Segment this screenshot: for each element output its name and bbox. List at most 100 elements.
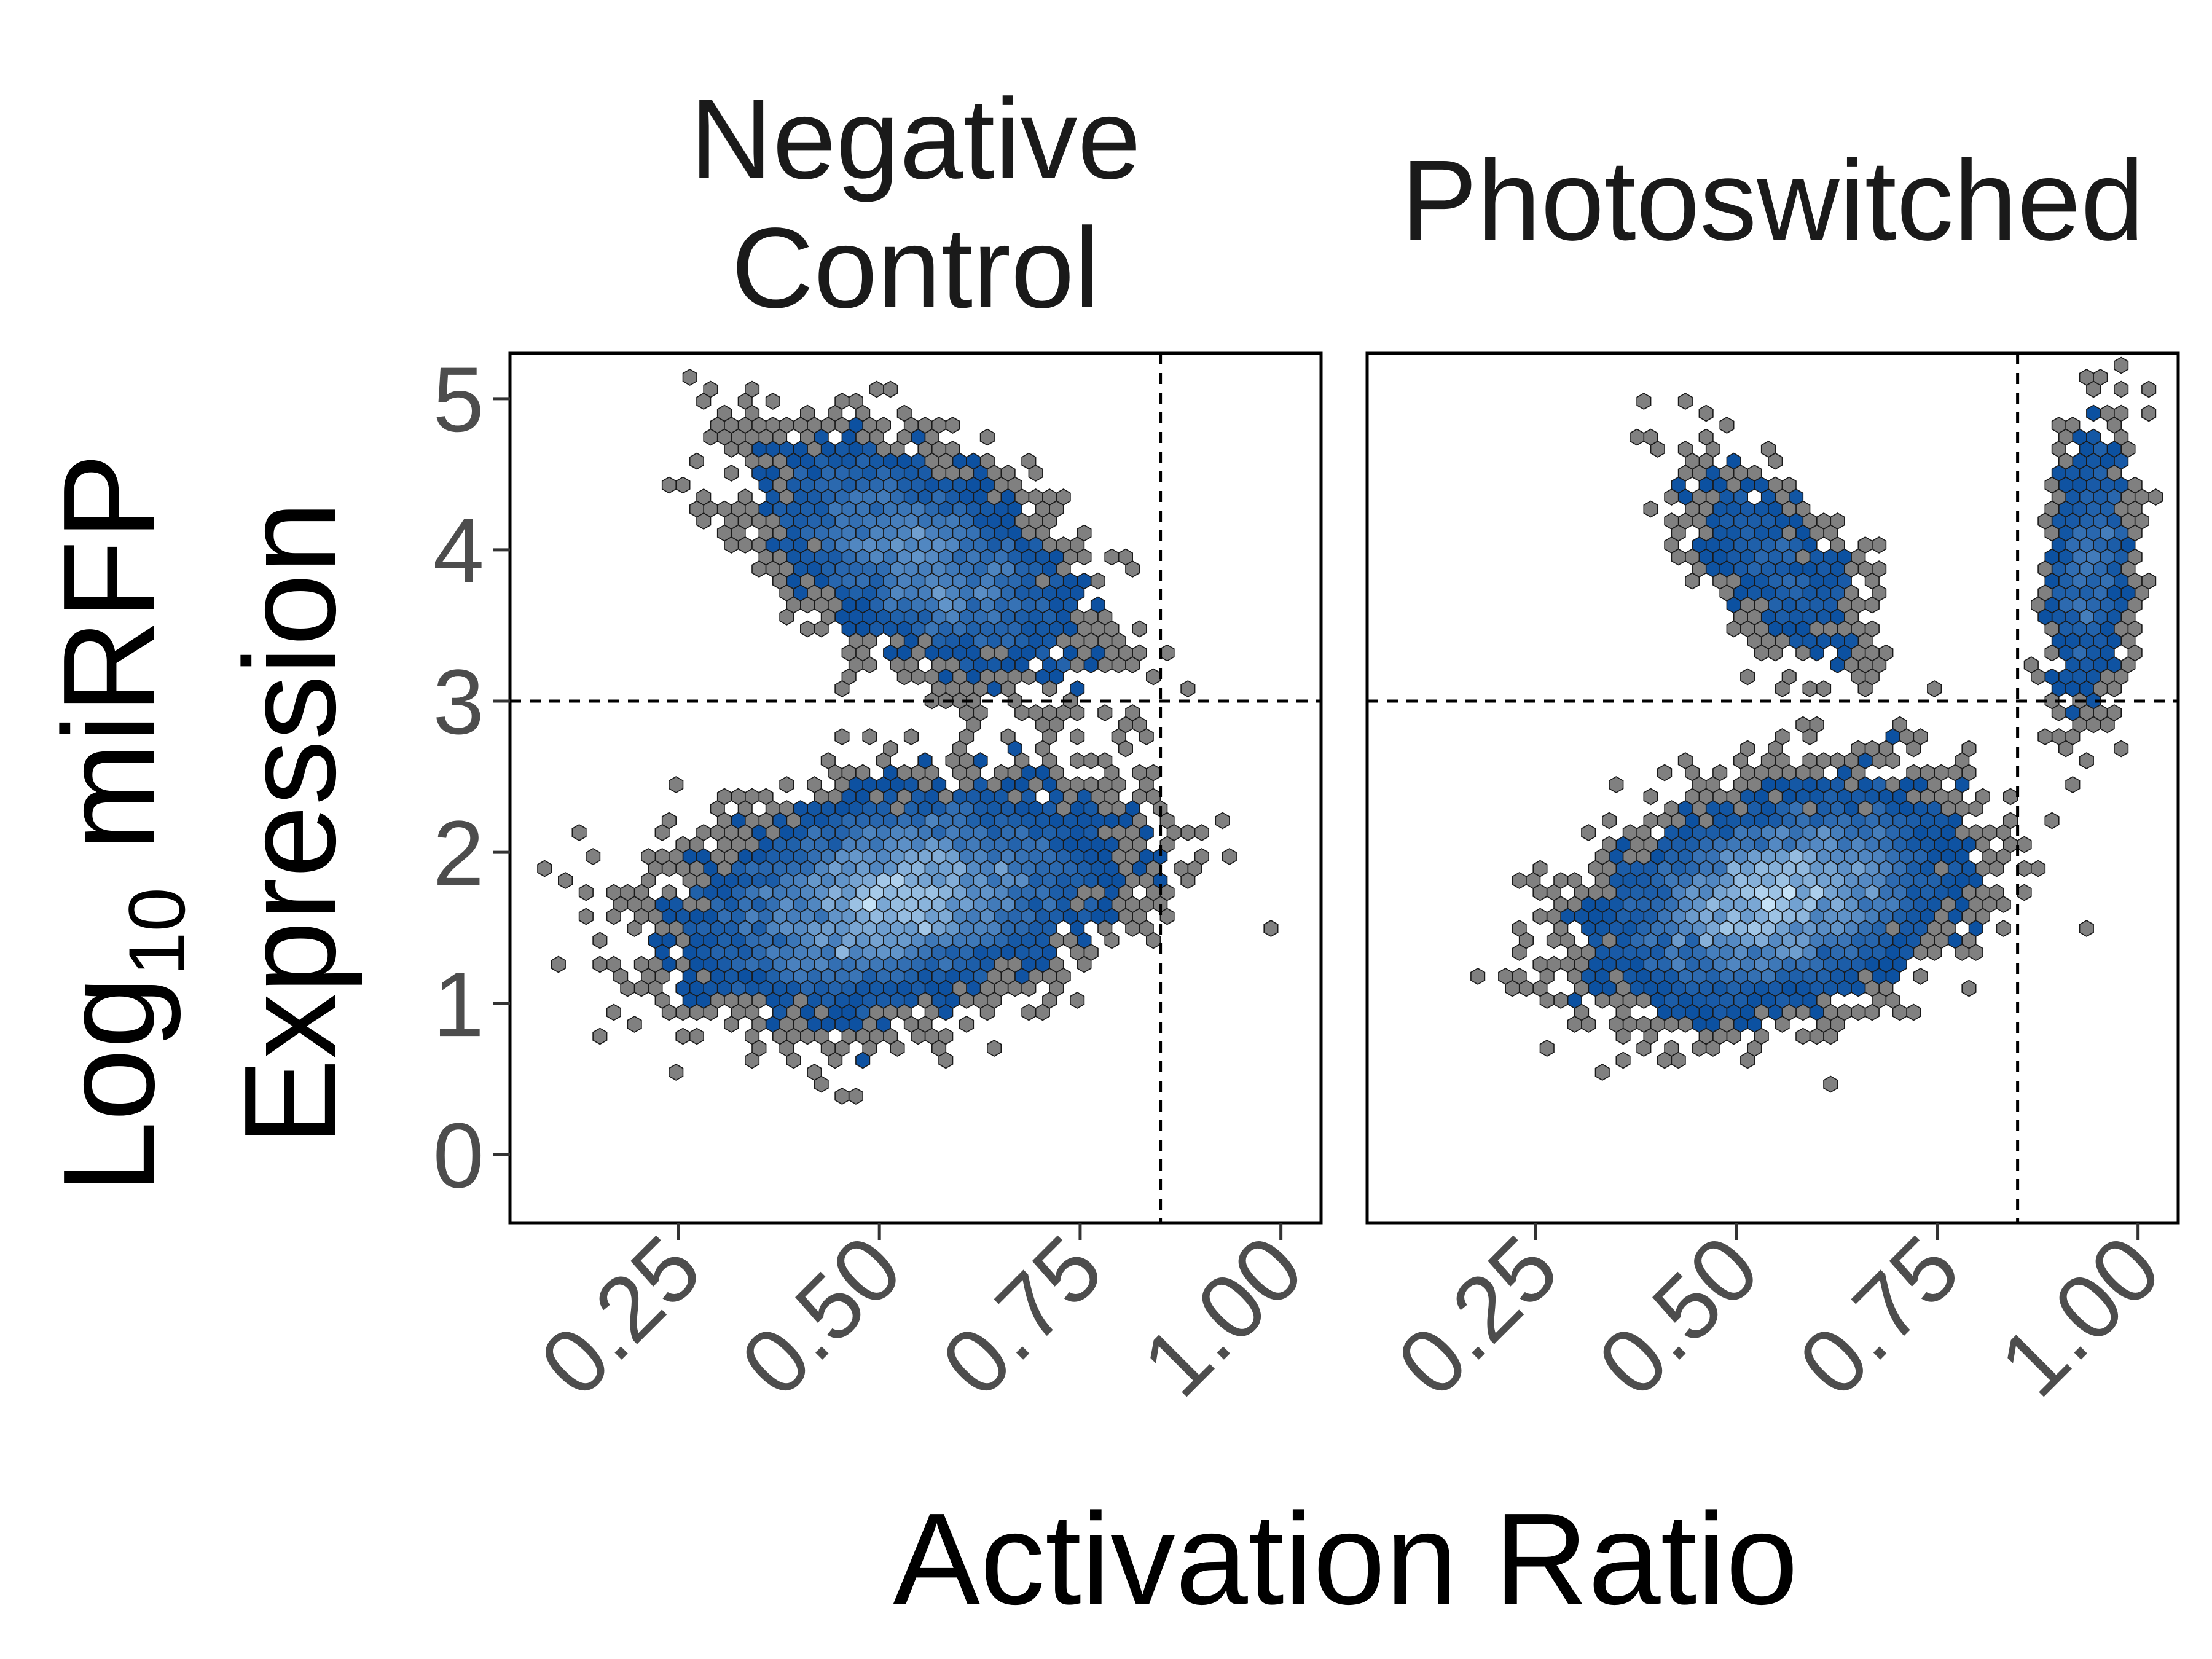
hexbin-cell [1077, 548, 1092, 566]
hexbin-cell [537, 860, 552, 877]
hexbin-cell [1609, 968, 1624, 985]
hexbin-cell [716, 404, 732, 422]
hexbin-cell [1851, 764, 1866, 782]
hexbin-cell [682, 968, 697, 985]
hexbin-cell [2106, 608, 2122, 626]
hexbin-cell [1636, 992, 1652, 1009]
panel-negative-control [493, 351, 1323, 1240]
hexbin-cell [979, 428, 995, 446]
hexbin-cell [1872, 872, 1887, 889]
hexbin-cell [959, 992, 975, 1009]
hexbin-cell [917, 441, 933, 458]
hexbin-cell [1968, 800, 1983, 817]
x-tick-label: 0.25 [1378, 1216, 1577, 1416]
hexbin-cell [2106, 704, 2122, 721]
hexbin-cell [1775, 728, 1790, 745]
hexbin-cell [654, 920, 670, 937]
hexbin-cell [807, 776, 822, 793]
hexbin-cell [765, 512, 780, 530]
hexbin-cell [1864, 1003, 1880, 1021]
hexbin-cell [1775, 896, 1790, 913]
hexbin-cell [841, 644, 857, 662]
hexbin-cell [1139, 920, 1154, 937]
hexbin-cell [1180, 872, 1196, 889]
hexbin-cell [613, 968, 629, 985]
hexbin-cell [1021, 1003, 1037, 1021]
hexbin-cell [1539, 1040, 1555, 1057]
hexbin-cell [979, 572, 995, 590]
hexbin-cell [2114, 404, 2129, 422]
hexbin-cell [1768, 764, 1783, 782]
hexbin-cell [994, 764, 1009, 782]
hexbin-cell [737, 393, 753, 410]
hexbin-cell [1014, 944, 1030, 961]
hexbin-cell [862, 728, 877, 745]
hexbin-cell [876, 992, 891, 1009]
hexbin-cell [745, 788, 760, 806]
hexbin-cell [1795, 764, 1811, 782]
hexbin-cell [924, 620, 939, 638]
hexbin-cell [731, 836, 746, 853]
hexbin-cell [1885, 824, 1900, 841]
hexbin-cell [2120, 656, 2136, 673]
hexbin-cell [654, 968, 670, 985]
hexbin-cell [2065, 512, 2081, 530]
hexbin-cell [1615, 1051, 1631, 1069]
hexbin-cell [834, 417, 850, 434]
hexbin-cell [696, 968, 712, 985]
hexbin-cell [945, 441, 960, 458]
hexbin-cell [1844, 800, 1859, 817]
hexbin-cell [1747, 968, 1762, 985]
hexbin-cell [1657, 884, 1673, 901]
hexbin-cell [737, 488, 753, 506]
hexbin-cell [2058, 548, 2074, 566]
hexbin-cell [786, 931, 801, 949]
hexbin-cell [1602, 812, 1617, 830]
hexbin-cell [834, 968, 850, 985]
hexbin-cell [2058, 452, 2074, 470]
hexbin-cell [1830, 824, 1845, 841]
hexbin-cell [862, 896, 877, 913]
hexbin-cell [779, 488, 794, 506]
hexbin-cell [1560, 908, 1575, 925]
hexbin-cell [1028, 920, 1043, 937]
hexbin-cell [2127, 572, 2143, 590]
hexbin-cell [1104, 548, 1120, 566]
hexbin-cell [862, 800, 877, 817]
hexbin-cell [917, 800, 933, 817]
hexbin-cell [973, 704, 988, 721]
hexbin-cell [1712, 572, 1728, 590]
hexbin-cell [716, 428, 732, 446]
hexbin-cell [1159, 908, 1175, 925]
x-axis-title: Activation Ratio [893, 1486, 1798, 1631]
hexbin-cell [2079, 369, 2094, 386]
hexbin-cell [2093, 369, 2108, 386]
hexbin-cell [669, 1064, 684, 1081]
hexbin-cell [779, 465, 794, 482]
hexbin-cell [841, 1027, 857, 1045]
hexbin-cell [1664, 488, 1679, 506]
hexbin-cell [1733, 465, 1748, 482]
hexbin-cell [1622, 968, 1637, 985]
hexbin-cell [869, 476, 884, 494]
hexbin-cell [883, 620, 898, 638]
hexbin-cell [1740, 740, 1755, 758]
hexbin-cell [1795, 1027, 1811, 1045]
hexbin-cell [820, 417, 836, 434]
hexbin-cell [1671, 1051, 1686, 1069]
hexbin-cell [931, 417, 947, 434]
hexbin-cell [1000, 824, 1016, 841]
hexbin-cell [945, 680, 960, 697]
hexbin-cell [1899, 920, 1915, 937]
hexbin-cell [2023, 656, 2039, 673]
hexbin-cell [1014, 584, 1030, 602]
hexbin-cell [1643, 884, 1658, 901]
hexbin-cell [1539, 992, 1555, 1009]
hexbin-cell [1532, 908, 1548, 925]
hexbin-cell [945, 465, 960, 482]
hexbin-cell [1726, 620, 1741, 638]
hexbin-cell [1823, 1075, 1838, 1093]
hexbin-cell [1021, 668, 1037, 686]
x-tick-label: 0.75 [922, 1216, 1121, 1416]
